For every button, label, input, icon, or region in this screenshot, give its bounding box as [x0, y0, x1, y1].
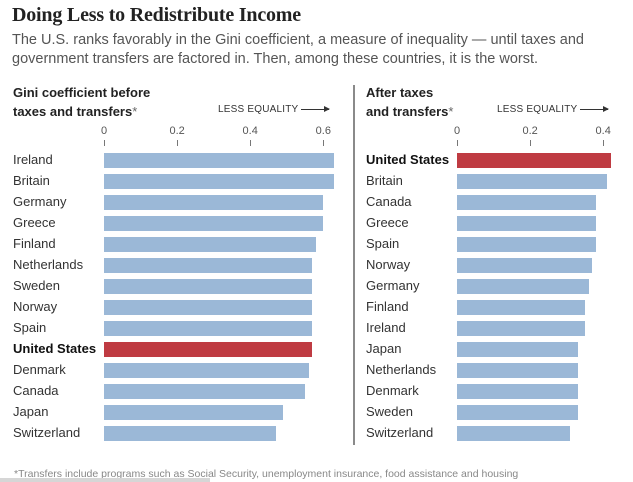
right-tick-label: 0.4 [595, 125, 611, 137]
left-bar [104, 321, 313, 336]
left-country-label: Sweden [13, 278, 60, 293]
left-bar [104, 258, 313, 273]
left-country-label: Finland [13, 236, 56, 251]
right-panel-title-line2: and transfers [366, 104, 449, 119]
less-equality-label: LESS EQUALITY [497, 104, 578, 115]
left-panel-title: Gini coefficient before taxes and transf… [13, 83, 150, 121]
right-country-label: Finland [366, 299, 409, 314]
right-country-label: Norway [366, 257, 411, 272]
right-tick-mark [602, 140, 604, 146]
left-bar [104, 405, 284, 420]
left-bar [104, 174, 335, 189]
right-country-label: Spain [366, 236, 400, 251]
right-bar [457, 195, 596, 210]
right-country-label: United States [366, 152, 450, 167]
right-bar [457, 216, 596, 231]
left-bar [104, 153, 335, 168]
right-country-label: Netherlands [366, 362, 437, 377]
right-country-label: Denmark [366, 383, 419, 398]
left-tick-mark [103, 140, 105, 146]
right-tick-label: 0.2 [522, 125, 538, 137]
panel-divider [353, 85, 355, 445]
footnote-marker: * [448, 104, 454, 119]
left-country-label: Canada [13, 383, 59, 398]
footnote: *Transfers include programs such as Soci… [14, 468, 519, 480]
right-tick-mark [529, 140, 531, 146]
left-bar [104, 300, 313, 315]
left-less-equality-note: LESS EQUALITY [218, 104, 331, 115]
left-country-label: Netherlands [13, 257, 84, 272]
right-bar [457, 321, 585, 336]
arrow-right-icon [580, 106, 610, 112]
right-panel-title-line1: After taxes [366, 85, 434, 100]
left-bar [104, 195, 324, 210]
right-bar [457, 342, 578, 357]
left-panel-title-line1: Gini coefficient before [13, 85, 151, 100]
footnote-marker: * [132, 104, 138, 119]
left-bar [104, 384, 306, 399]
right-country-label: Canada [366, 194, 412, 209]
right-bar [457, 237, 596, 252]
left-bar [104, 216, 324, 231]
right-bar [457, 384, 578, 399]
right-bar [457, 426, 571, 441]
right-tick-mark [456, 140, 458, 146]
bottom-overlay-bar [0, 478, 210, 482]
chart-title: Doing Less to Redistribute Income [12, 4, 301, 26]
right-panel-title: After taxes and transfers* [366, 83, 453, 121]
left-country-label: Britain [13, 173, 50, 188]
left-country-label: Switzerland [13, 425, 81, 440]
left-country-label: Greece [13, 215, 56, 230]
right-country-label: Sweden [366, 404, 413, 419]
chart-subtitle: The U.S. ranks favorably in the Gini coe… [12, 32, 584, 67]
right-bar [457, 174, 607, 189]
right-bar-highlight [457, 153, 611, 168]
left-bar [104, 237, 316, 252]
left-bar-highlight [104, 342, 313, 357]
left-country-label: Spain [13, 320, 47, 335]
right-bar [457, 405, 578, 420]
left-country-label: Denmark [13, 362, 66, 377]
arrow-right-icon [301, 106, 331, 112]
left-country-label: Norway [13, 299, 58, 314]
right-less-equality-note: LESS EQUALITY [497, 104, 610, 115]
right-country-label: Japan [366, 341, 402, 356]
left-bar [104, 363, 309, 378]
left-tick-label: 0 [100, 125, 108, 137]
left-country-label: Ireland [13, 152, 53, 167]
right-country-label: Britain [366, 173, 403, 188]
left-tick-label: 0.6 [315, 125, 331, 137]
right-tick-label: 0 [453, 125, 461, 137]
left-tick-mark [322, 140, 324, 146]
right-bar [457, 300, 585, 315]
right-bar [457, 258, 593, 273]
right-country-label: Ireland [366, 320, 406, 335]
left-tick-label: 0.4 [242, 125, 258, 137]
left-country-label: Germany [13, 194, 67, 209]
right-country-label: Germany [366, 278, 420, 293]
right-bar [457, 279, 589, 294]
left-country-label: Japan [13, 404, 49, 419]
left-tick-mark [176, 140, 178, 146]
right-bar [457, 363, 578, 378]
less-equality-label: LESS EQUALITY [218, 104, 299, 115]
right-country-label: Switzerland [366, 425, 434, 440]
right-country-label: Greece [366, 215, 409, 230]
left-panel-title-line2: taxes and transfers [13, 104, 133, 119]
left-tick-label: 0.2 [169, 125, 185, 137]
left-tick-mark [249, 140, 251, 146]
left-country-label: United States [13, 341, 97, 356]
left-bar [104, 279, 313, 294]
left-bar [104, 426, 276, 441]
